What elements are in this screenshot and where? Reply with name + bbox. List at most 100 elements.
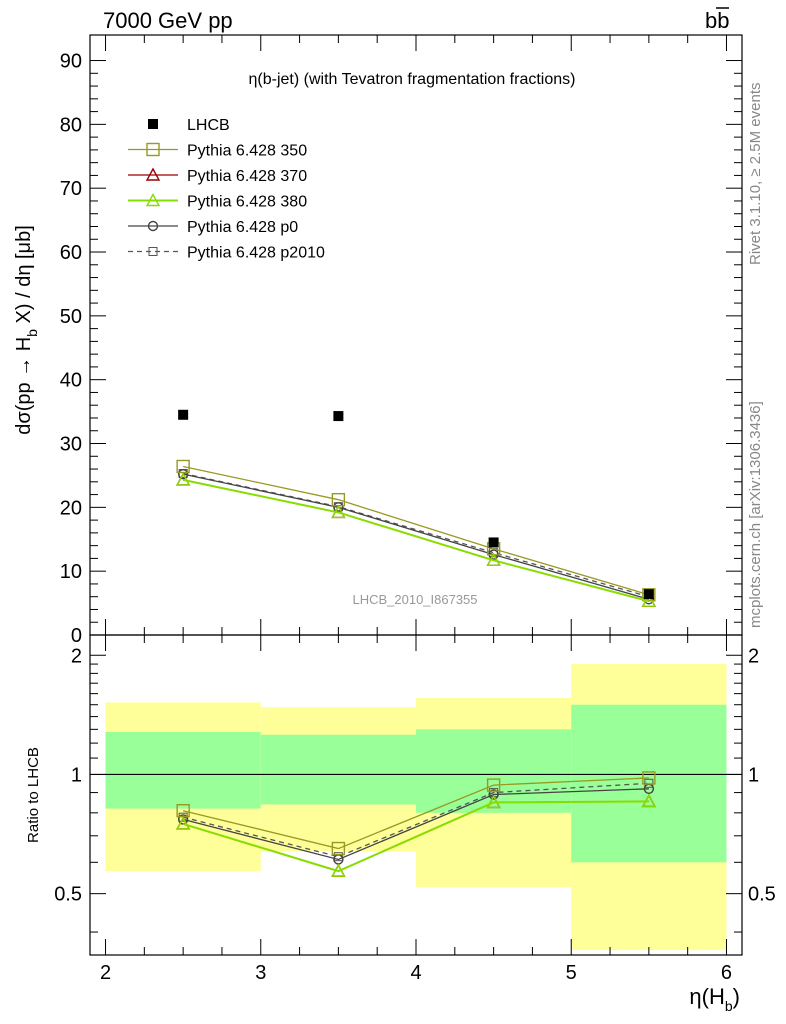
ratio-y-tick-label-right: 2 xyxy=(748,645,759,667)
series-line xyxy=(183,473,650,600)
legend-label: Pythia 6.428 370 xyxy=(187,168,307,185)
legend-label: Pythia 6.428 350 xyxy=(187,143,307,160)
data-point xyxy=(177,468,189,480)
main-y-label: dσ(pp → Hb X) / dη [μb] xyxy=(13,225,40,435)
main-y-label-text: dσ(pp → Hb X) / dη [μb] xyxy=(13,225,40,435)
main-title: η(b-jet) (with Tevatron fragmentation fr… xyxy=(249,71,576,88)
series-line xyxy=(182,478,650,603)
data-point xyxy=(642,771,656,785)
ratio-series-line xyxy=(182,782,649,858)
header-left-label: 7000 GeV pp xyxy=(103,8,233,33)
main-ticks: 0 10 20 30 40 50 60 70 80 90 xyxy=(60,35,742,647)
y-tick-label: 40 xyxy=(60,370,82,392)
ratio-series-pythia-6-428-350 xyxy=(176,771,656,856)
ylabel-part-2: X) / dη [μb] xyxy=(13,225,35,329)
legend-label: Pythia 6.428 p2010 xyxy=(187,245,325,262)
header-right-label: bb xyxy=(705,7,729,33)
series-lhcb xyxy=(178,409,654,600)
rivet-label: Rivet 3.1.10, ≥ 2.5M events xyxy=(747,83,764,266)
ratio-series-line xyxy=(182,788,649,861)
data-point xyxy=(147,220,159,232)
data-point xyxy=(148,247,158,256)
ratio-series-line xyxy=(182,777,649,850)
mcplots-label: mcplots.cern.ch [arXiv:1306.3436] xyxy=(747,401,764,628)
data-point xyxy=(333,411,344,422)
ratio-series-line xyxy=(182,800,649,873)
header-right-label-text: bb xyxy=(705,8,729,33)
ratio-x-label: η(Hb) xyxy=(689,984,740,1014)
ratio-x-tick-label: 2 xyxy=(100,962,111,984)
data-point xyxy=(146,142,160,157)
xlabel-part-1: η(H xyxy=(689,984,724,1009)
y-tick-label: 80 xyxy=(60,114,82,136)
data-point xyxy=(145,167,161,181)
ratio-band-stat xyxy=(260,734,416,805)
ratio-x-label-text: η(Hb) xyxy=(689,984,740,1014)
ratio-x-tick-label: 3 xyxy=(255,962,266,984)
y-tick-label: 30 xyxy=(60,434,82,456)
legend-item: Pythia 6.428 p2010 xyxy=(128,245,325,262)
legend-item: Pythia 6.428 p0 xyxy=(128,219,298,236)
data-point xyxy=(178,409,189,420)
series-pythia-6-428-p2010 xyxy=(178,469,654,602)
series-pythia-6-428-380 xyxy=(175,472,657,607)
data-point xyxy=(145,193,161,207)
legend-item: Pythia 6.428 370 xyxy=(128,167,307,185)
ratio-y-tick-label: 2 xyxy=(71,645,82,667)
ratio-series xyxy=(175,771,657,877)
ratio-x-tick-label: 4 xyxy=(410,962,421,984)
y-tick-label: 60 xyxy=(60,242,82,264)
legend-item: Pythia 6.428 380 xyxy=(128,193,307,211)
legend: LHCB Pythia 6.428 350 Pythia 6.428 370 Pyth… xyxy=(128,117,325,262)
data-point xyxy=(643,589,654,600)
ratio-y-tick-label-right: 1 xyxy=(748,764,759,786)
y-tick-label: 20 xyxy=(60,497,82,519)
data-point xyxy=(175,816,191,830)
y-tick-label: 10 xyxy=(60,561,82,583)
data-point xyxy=(486,794,501,809)
ratio-band-stat xyxy=(416,729,572,813)
data-point xyxy=(175,472,191,486)
series-line xyxy=(183,465,650,596)
data-point xyxy=(331,863,346,877)
legend-label: Pythia 6.428 380 xyxy=(187,194,307,211)
ratio-y-tick-label: 1 xyxy=(71,764,82,786)
y-tick-label: 70 xyxy=(60,178,82,200)
ratio-bands xyxy=(90,664,742,951)
ratio-x-tick-label: 5 xyxy=(566,962,577,984)
data-point xyxy=(641,793,657,808)
ratio-y-tick-label-right: 0.5 xyxy=(748,884,776,906)
ratio-ticks: 0.5 0.5 1 1 2 2 2 3 4 5 6 xyxy=(54,635,776,984)
main-series xyxy=(175,409,657,607)
ratio-y-label: Ratio to LHCB xyxy=(25,747,42,843)
data-point xyxy=(486,552,501,567)
y-tick-label: 0 xyxy=(71,625,82,647)
series-line xyxy=(183,472,650,598)
ylabel-part-1: dσ(pp → H xyxy=(13,337,35,435)
data-point xyxy=(331,504,346,519)
data-point xyxy=(486,778,501,792)
ratio-panel: 0.5 0.5 1 1 2 2 2 3 4 5 6 Ratio to LHCB η(Hb) xyxy=(25,634,776,1014)
legend-item: LHCB xyxy=(148,117,230,134)
data-point xyxy=(488,789,499,800)
watermark-label: LHCB_2010_I867355 xyxy=(352,592,477,607)
data-point xyxy=(488,537,499,548)
legend-item: Pythia 6.428 350 xyxy=(128,143,307,160)
ratio-frame xyxy=(89,634,743,956)
ratio-y-tick-label: 0.5 xyxy=(54,884,82,906)
y-tick-label: 90 xyxy=(60,51,82,73)
ylabel-sub-b: b xyxy=(24,329,40,337)
ratio-x-tick-label: 6 xyxy=(721,962,732,984)
data-point xyxy=(148,119,158,129)
y-tick-label: 50 xyxy=(60,306,82,328)
main-panel: 0 10 20 30 40 50 60 70 80 90 η(b-jet) (with Tevat… xyxy=(13,34,743,647)
legend-label: Pythia 6.428 p0 xyxy=(187,219,298,236)
data-point xyxy=(641,593,657,607)
legend-label: LHCB xyxy=(187,117,230,134)
xlabel-sub-b: b xyxy=(725,998,733,1014)
ratio-band-stat xyxy=(105,732,261,809)
xlabel-part-2: ) xyxy=(733,984,740,1009)
ratio-series-pythia-6-428-380 xyxy=(175,793,657,877)
data-point xyxy=(331,841,346,856)
